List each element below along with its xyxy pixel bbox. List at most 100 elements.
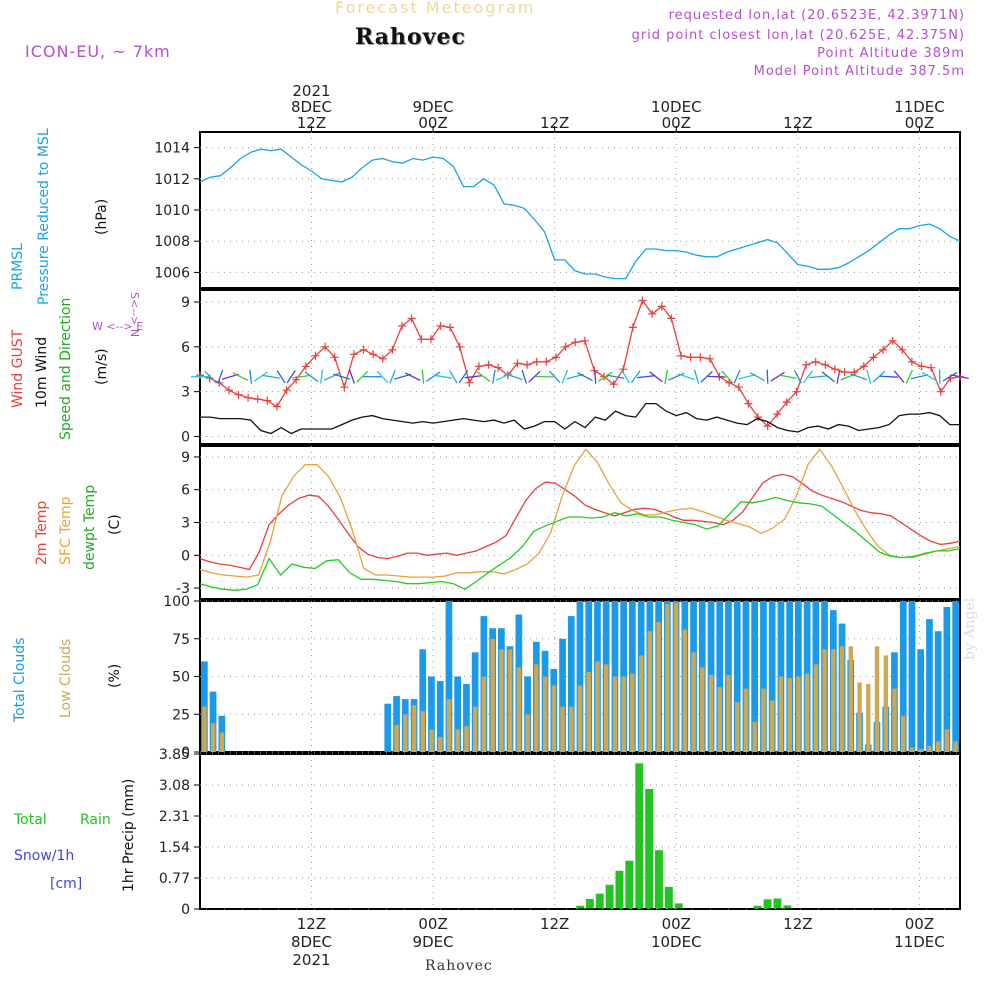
gust-marker (426, 335, 435, 344)
gust-marker (321, 342, 330, 351)
wind-direction-arrow (304, 371, 319, 383)
low-cloud-bar (595, 661, 600, 752)
low-cloud-bar (752, 721, 757, 752)
sfc-temp-label: SFC Temp (58, 496, 74, 565)
wind-direction-arrow (850, 373, 868, 381)
wind-direction-arrow (356, 370, 369, 383)
low-cloud-bar (909, 747, 915, 752)
wind-direction-arrow (204, 370, 216, 383)
wind-direction-arrow (606, 374, 625, 379)
total-cloud-bar (786, 601, 793, 752)
top-time-label: 11DEC (894, 98, 945, 116)
top-time-label: 12Z (783, 114, 812, 132)
total-cloud-bar (428, 676, 435, 752)
wind-direction-arrow (349, 369, 355, 384)
low-cloud-bar (473, 706, 478, 752)
gust-marker (465, 378, 474, 387)
wind-direction-arrow (649, 371, 663, 383)
wind-direction-arrow (333, 373, 351, 380)
bottom-time-label: 12Z (297, 915, 326, 933)
y-tick-label: 100 (163, 594, 190, 610)
bottom-time-label: 8DEC (291, 933, 332, 951)
wind-direction-arrow (872, 370, 886, 383)
y-tick-label: 3 (181, 516, 190, 532)
low-cloud-bar (647, 631, 653, 752)
total-cloud-bar (943, 607, 951, 752)
wind-direction-arrow (880, 375, 899, 378)
precip-units: 1hr Precip (mm) (121, 779, 137, 892)
low-cloud-bar (944, 729, 950, 752)
low-cloud-bar (621, 676, 626, 752)
low-cloud-bar (499, 649, 504, 752)
wind-direction-arrow (738, 373, 756, 380)
wind-direction-arrow (405, 372, 421, 382)
low-cloud-bar (665, 604, 670, 752)
wind-direction-arrow (594, 369, 597, 384)
pressure-label-2: Pressure Reduced to MSL (36, 128, 52, 305)
low-cloud-bar (604, 664, 609, 752)
total-cloud-bar (934, 631, 942, 752)
low-cloud-bar (542, 676, 548, 752)
pressure-label-1: PRMSL (10, 243, 26, 290)
rain-bar (645, 789, 654, 909)
low-cloud-bar (446, 699, 452, 752)
low-cloud-bar (848, 646, 853, 752)
gust-marker (667, 314, 676, 323)
low-cloud-bar (394, 724, 399, 752)
rain-bar (763, 899, 772, 909)
gust-label: Wind GUST (10, 329, 26, 408)
gust-marker (398, 321, 406, 330)
low-cloud-bar (936, 741, 941, 752)
low-cloud-bar (700, 667, 705, 752)
wind-direction-arrow (693, 369, 700, 384)
sfc-temp-line (199, 448, 961, 578)
gust-marker (523, 360, 532, 369)
wind-direction-arrow (464, 374, 483, 379)
low-cloud-bar (735, 702, 740, 752)
low-clouds-label: Low Clouds (58, 639, 74, 718)
total-cloud-bar (567, 616, 575, 752)
low-cloud-bar (656, 622, 661, 752)
y-tick-label: 0 (181, 902, 190, 918)
y-tick-label: 0 (181, 430, 190, 446)
gust-marker (744, 399, 753, 408)
rain-bar (783, 905, 792, 909)
low-cloud-bar (490, 638, 495, 753)
wind-direction-arrow (232, 372, 249, 381)
gust-marker (494, 363, 503, 372)
y-tick-label: 0 (181, 548, 190, 564)
y-tick-label: 6 (181, 340, 190, 356)
t2m-label: 2m Temp (34, 501, 50, 565)
temp-units: (C) (107, 514, 123, 535)
wind-direction-arrow (700, 370, 713, 383)
y-tick-label: 75 (172, 632, 190, 648)
gust-marker (359, 345, 368, 354)
wind-direction-arrow (721, 370, 733, 383)
wind-direction-arrow (549, 370, 561, 383)
low-cloud-bar (866, 684, 871, 752)
total-cloud-bar (436, 681, 444, 752)
low-cloud-bar (534, 664, 539, 752)
low-cloud-bar (813, 664, 819, 752)
rain-bar (595, 893, 604, 909)
total-cloud-bar (454, 676, 461, 752)
gust-marker (821, 360, 830, 369)
wind-direction-arrow (276, 370, 286, 384)
gust-marker (840, 368, 849, 377)
gust-marker (301, 362, 310, 371)
wind-direction-arrow (561, 369, 569, 384)
gust-marker (754, 413, 762, 422)
wind-direction-arrow (598, 371, 613, 382)
low-cloud-bar (726, 675, 731, 752)
wind-direction-arrow (286, 370, 296, 384)
y-tick-label: 1012 (154, 172, 190, 188)
low-cloud-bar (481, 676, 487, 752)
speed-dir-label: Speed and Direction (58, 298, 74, 440)
total-cloud-bar (393, 696, 400, 752)
low-cloud-bar (822, 649, 827, 752)
wind-direction-arrow (535, 375, 554, 378)
rain-bar (773, 898, 782, 909)
dewpt-line (199, 496, 961, 591)
low-cloud-bar (673, 602, 679, 752)
gust-marker (561, 342, 570, 351)
